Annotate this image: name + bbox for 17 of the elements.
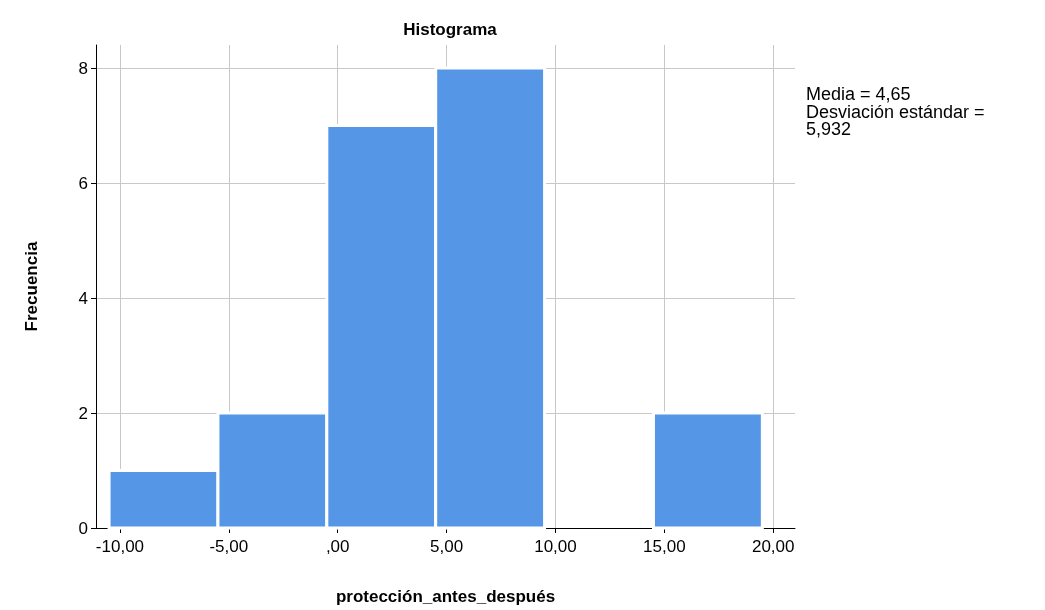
x-tick-label: 10,00 — [534, 537, 577, 556]
y-tick-label: 2 — [78, 403, 88, 423]
y-axis-title: Frecuencia — [22, 241, 41, 332]
x-tick-label: -5,00 — [209, 537, 249, 556]
text: Media = 4,65 — [806, 84, 911, 104]
y-tick-label: 0 — [78, 518, 88, 538]
chart-title: Histograma — [403, 20, 498, 39]
x-tick-label: 5,00 — [430, 537, 464, 556]
y-tick-label: 4 — [78, 288, 88, 308]
x-tick-label: -10,00 — [95, 537, 145, 556]
x-tick-label: 20,00 — [751, 537, 795, 556]
x-tick-label: 15,00 — [643, 537, 686, 556]
x-axis-title: protección_antes_después — [335, 587, 556, 606]
y-tick-label: 6 — [78, 173, 88, 193]
x-tick-label: ,00 — [325, 537, 350, 556]
y-tick-label: 8 — [78, 58, 88, 78]
text: Desviación estándar = 5,932 — [806, 102, 990, 139]
